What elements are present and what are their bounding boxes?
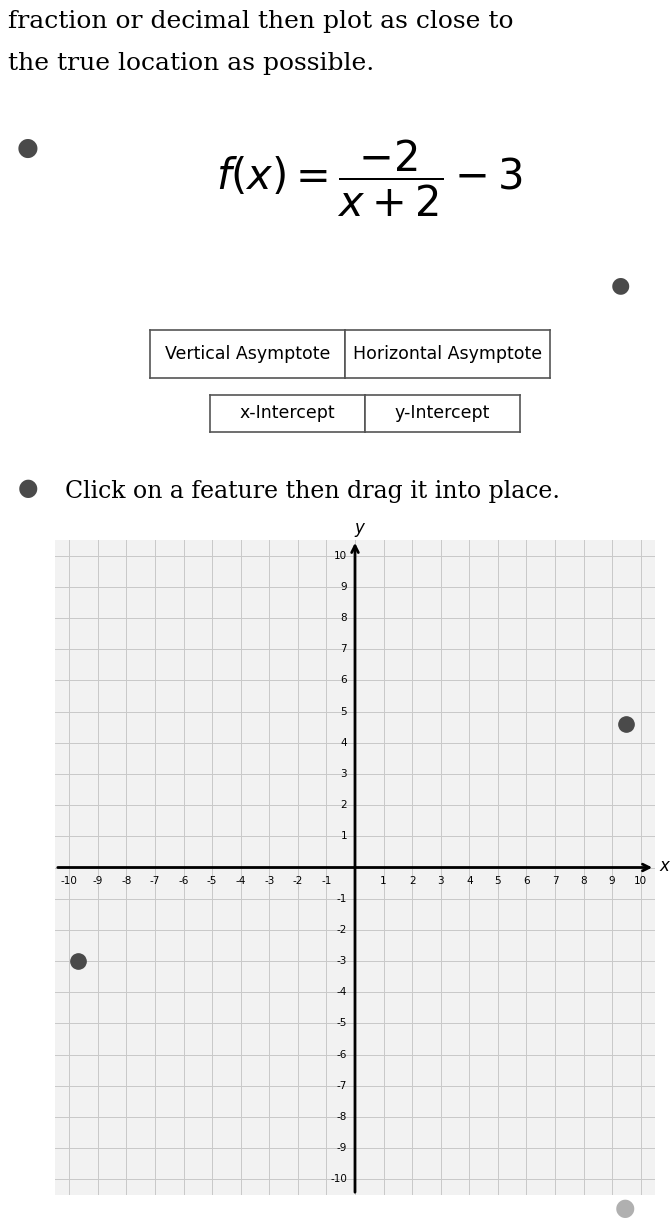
Text: $f(x) = \dfrac{-2}{x+2} - 3$: $f(x) = \dfrac{-2}{x+2} - 3$ bbox=[216, 138, 523, 219]
Text: Click on a feature then drag it into place.: Click on a feature then drag it into pla… bbox=[65, 480, 560, 503]
Text: 2: 2 bbox=[409, 877, 415, 886]
Text: ●: ● bbox=[610, 275, 630, 295]
Text: 8: 8 bbox=[341, 613, 347, 623]
Text: -4: -4 bbox=[337, 988, 347, 998]
Text: -7: -7 bbox=[150, 877, 160, 886]
Text: y: y bbox=[354, 519, 364, 537]
Text: -6: -6 bbox=[337, 1050, 347, 1060]
Text: 1: 1 bbox=[341, 832, 347, 841]
Text: -1: -1 bbox=[321, 877, 331, 886]
Text: 6: 6 bbox=[523, 877, 530, 886]
Text: 1: 1 bbox=[380, 877, 387, 886]
Text: -8: -8 bbox=[337, 1112, 347, 1122]
Text: y-Intercept: y-Intercept bbox=[395, 404, 490, 422]
Text: x-Intercept: x-Intercept bbox=[240, 404, 335, 422]
Text: Plot Rational Function: Plot Rational Function bbox=[206, 280, 484, 300]
Text: -2: -2 bbox=[337, 924, 347, 935]
Text: 3: 3 bbox=[341, 769, 347, 779]
Text: ●: ● bbox=[17, 476, 38, 501]
Text: ●: ● bbox=[17, 136, 39, 160]
Text: -6: -6 bbox=[178, 877, 189, 886]
Text: ●: ● bbox=[615, 1197, 635, 1220]
Text: 3: 3 bbox=[437, 877, 444, 886]
Text: -5: -5 bbox=[337, 1018, 347, 1028]
Text: -1: -1 bbox=[337, 894, 347, 904]
Text: -4: -4 bbox=[235, 877, 246, 886]
Text: -7: -7 bbox=[337, 1081, 347, 1090]
Text: -2: -2 bbox=[293, 877, 303, 886]
Text: -10: -10 bbox=[330, 1175, 347, 1184]
Text: the true location as possible.: the true location as possible. bbox=[8, 53, 374, 74]
Text: -9: -9 bbox=[337, 1143, 347, 1153]
Text: 10: 10 bbox=[634, 877, 647, 886]
Text: 4: 4 bbox=[466, 877, 472, 886]
Text: Horizontal Asymptote: Horizontal Asymptote bbox=[353, 346, 542, 363]
Text: 9: 9 bbox=[341, 581, 347, 592]
Text: -8: -8 bbox=[121, 877, 132, 886]
Text: 6: 6 bbox=[341, 675, 347, 685]
Text: -3: -3 bbox=[337, 956, 347, 966]
Text: 7: 7 bbox=[341, 645, 347, 654]
Text: 5: 5 bbox=[495, 877, 501, 886]
Text: -9: -9 bbox=[93, 877, 103, 886]
Text: x: x bbox=[659, 857, 669, 875]
Text: -5: -5 bbox=[207, 877, 217, 886]
Text: 2: 2 bbox=[341, 800, 347, 810]
Text: 9: 9 bbox=[609, 877, 616, 886]
Text: 10: 10 bbox=[334, 551, 347, 560]
Text: fraction or decimal then plot as close to: fraction or decimal then plot as close t… bbox=[8, 10, 513, 33]
Text: 5: 5 bbox=[341, 707, 347, 717]
Text: 8: 8 bbox=[580, 877, 587, 886]
Text: -3: -3 bbox=[264, 877, 274, 886]
Text: 7: 7 bbox=[552, 877, 558, 886]
Text: Vertical Asymptote: Vertical Asymptote bbox=[165, 346, 330, 363]
Text: -10: -10 bbox=[61, 877, 78, 886]
Text: 4: 4 bbox=[341, 737, 347, 747]
